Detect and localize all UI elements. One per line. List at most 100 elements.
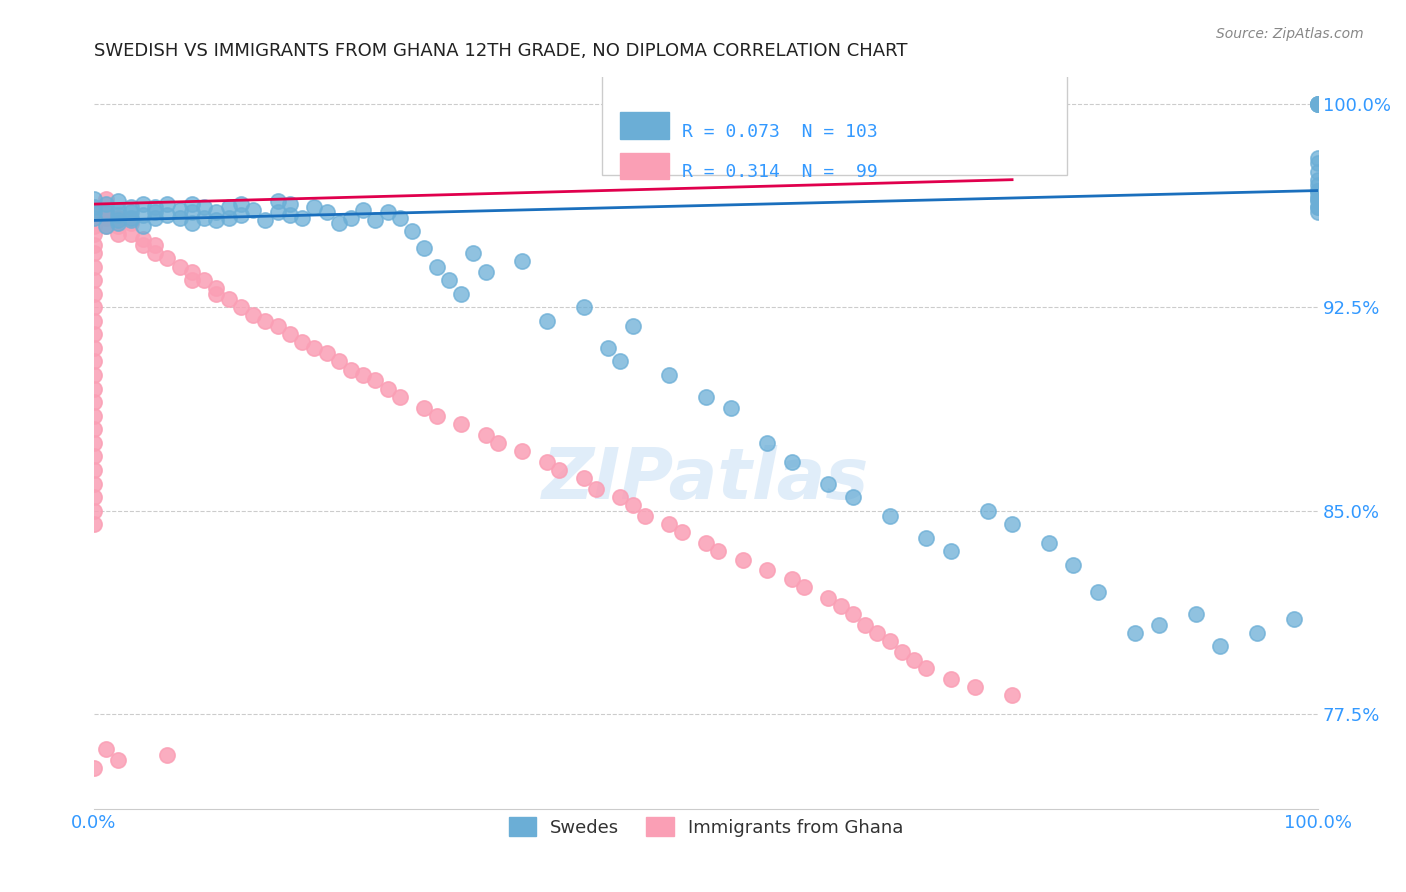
- Point: [340, 211, 363, 225]
- Point: [83, 354, 105, 368]
- Point: [890, 645, 912, 659]
- Point: [254, 213, 277, 227]
- Point: [83, 422, 105, 436]
- Point: [340, 362, 363, 376]
- Point: [205, 281, 228, 295]
- Point: [1087, 585, 1109, 599]
- Text: Source: ZipAtlas.com: Source: ZipAtlas.com: [1216, 27, 1364, 41]
- Point: [304, 341, 326, 355]
- Point: [512, 254, 534, 268]
- Point: [486, 435, 509, 450]
- Point: [853, 617, 876, 632]
- Point: [83, 761, 105, 775]
- Point: [903, 653, 925, 667]
- Point: [193, 273, 215, 287]
- Point: [915, 531, 938, 545]
- Point: [96, 205, 118, 219]
- Point: [609, 354, 631, 368]
- Point: [1308, 205, 1330, 219]
- Point: [205, 205, 228, 219]
- Point: [780, 572, 803, 586]
- Point: [83, 200, 105, 214]
- Point: [83, 260, 105, 274]
- Point: [793, 580, 815, 594]
- Point: [426, 260, 449, 274]
- Point: [83, 219, 105, 233]
- Point: [83, 409, 105, 423]
- Point: [107, 227, 129, 241]
- Text: SWEDISH VS IMMIGRANTS FROM GHANA 12TH GRADE, NO DIPLOMA CORRELATION CHART: SWEDISH VS IMMIGRANTS FROM GHANA 12TH GR…: [94, 42, 907, 60]
- Point: [180, 265, 202, 279]
- Point: [254, 314, 277, 328]
- Point: [1246, 625, 1268, 640]
- Point: [352, 202, 374, 217]
- Point: [413, 240, 436, 254]
- Point: [695, 536, 717, 550]
- Point: [180, 273, 202, 287]
- Point: [83, 273, 105, 287]
- Point: [388, 390, 411, 404]
- Point: [143, 205, 166, 219]
- Point: [83, 227, 105, 241]
- Point: [1001, 517, 1024, 532]
- Point: [450, 417, 472, 431]
- Point: [96, 192, 118, 206]
- Point: [193, 211, 215, 225]
- Point: [83, 246, 105, 260]
- Point: [83, 205, 105, 219]
- Point: [756, 435, 779, 450]
- Point: [120, 211, 142, 225]
- Bar: [620, 112, 669, 139]
- Point: [169, 202, 191, 217]
- Point: [83, 504, 105, 518]
- Point: [572, 300, 595, 314]
- Point: [229, 197, 252, 211]
- Point: [621, 319, 644, 334]
- Point: [720, 401, 742, 415]
- Point: [83, 341, 105, 355]
- Point: [83, 435, 105, 450]
- Point: [242, 309, 264, 323]
- Point: [842, 607, 865, 621]
- Point: [83, 286, 105, 301]
- Point: [377, 205, 399, 219]
- Point: [315, 346, 337, 360]
- Point: [658, 517, 681, 532]
- Point: [536, 455, 558, 469]
- Point: [96, 205, 118, 219]
- Point: [132, 208, 155, 222]
- Point: [450, 286, 472, 301]
- Point: [83, 237, 105, 252]
- Point: [1308, 164, 1330, 178]
- Point: [107, 219, 129, 233]
- Point: [1308, 96, 1330, 111]
- Point: [120, 205, 142, 219]
- Point: [266, 319, 288, 334]
- Point: [169, 211, 191, 225]
- Point: [474, 427, 496, 442]
- Point: [156, 252, 179, 266]
- Point: [315, 205, 337, 219]
- Point: [83, 205, 105, 219]
- Text: ZIPatlas: ZIPatlas: [543, 445, 870, 514]
- Point: [1308, 96, 1330, 111]
- Point: [83, 327, 105, 342]
- Point: [83, 490, 105, 504]
- Point: [278, 197, 301, 211]
- Point: [536, 314, 558, 328]
- Point: [96, 219, 118, 233]
- Point: [401, 224, 423, 238]
- Point: [107, 213, 129, 227]
- Bar: [602, 73, 1067, 176]
- Point: [143, 237, 166, 252]
- Point: [132, 237, 155, 252]
- Point: [169, 260, 191, 274]
- Point: [634, 509, 657, 524]
- Point: [242, 202, 264, 217]
- Point: [1001, 688, 1024, 702]
- Point: [621, 498, 644, 512]
- Point: [107, 194, 129, 209]
- Point: [842, 490, 865, 504]
- Point: [1308, 156, 1330, 170]
- Point: [278, 327, 301, 342]
